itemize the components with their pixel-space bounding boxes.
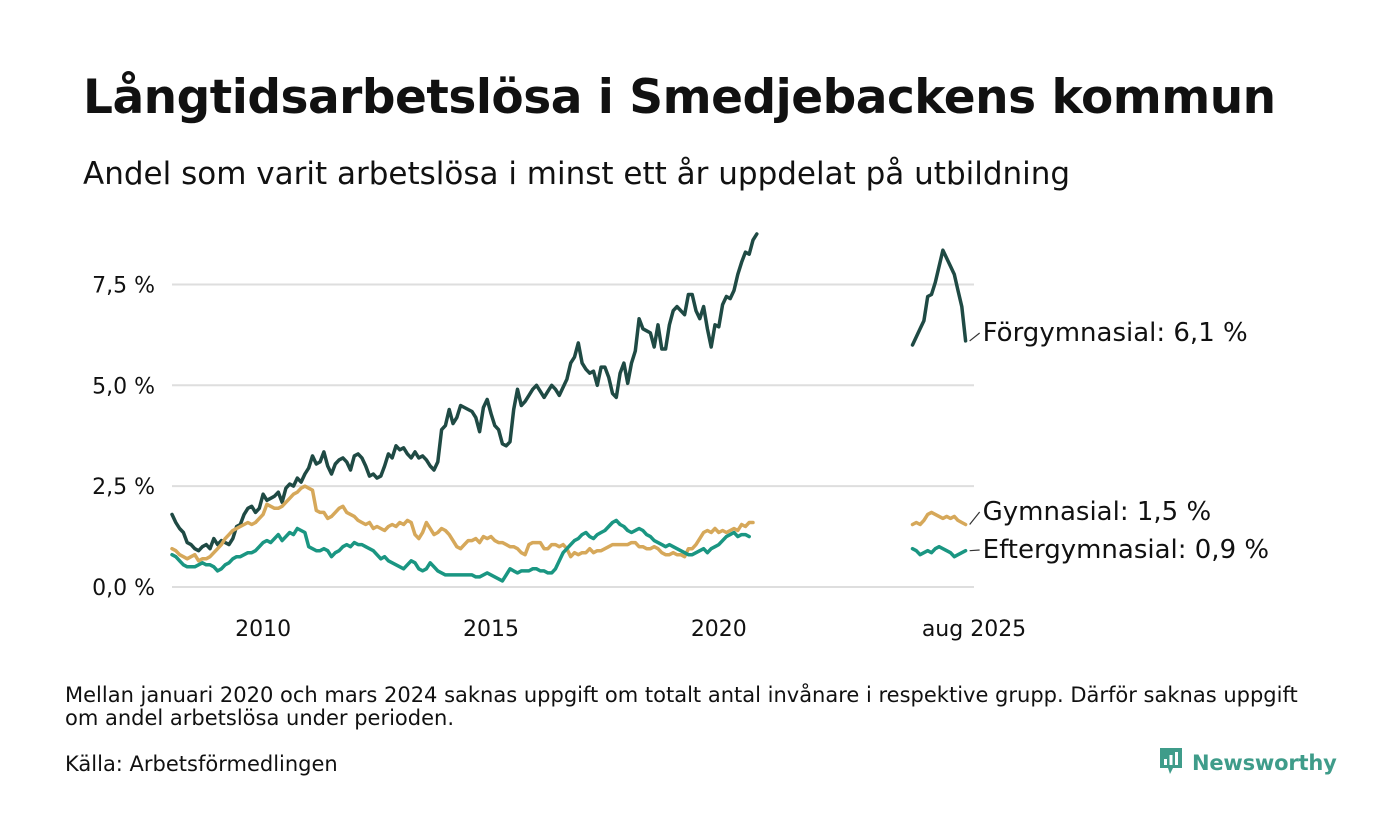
x-tick-label: 2020 bbox=[691, 617, 747, 642]
series-end-label: Eftergymnasial: 0,9 % bbox=[983, 535, 1269, 565]
x-tick-label: 2015 bbox=[463, 617, 519, 642]
series-end-label: Förgymnasial: 6,1 % bbox=[983, 318, 1248, 348]
label-connector bbox=[969, 511, 981, 525]
series-line bbox=[170, 484, 755, 563]
y-tick-label: 7,5 % bbox=[92, 273, 155, 298]
footnote: Mellan januari 2020 och mars 2024 saknas… bbox=[65, 683, 1298, 730]
x-tick-label: 2010 bbox=[235, 617, 291, 642]
series-line bbox=[170, 518, 751, 583]
gridlines bbox=[172, 283, 974, 588]
series-line bbox=[910, 544, 968, 559]
chart-subtitle: Andel som varit arbetslösa i minst ett å… bbox=[83, 156, 1071, 192]
brand-logo[interactable]: Newsworthy bbox=[1158, 746, 1337, 780]
y-tick-label: 5,0 % bbox=[92, 374, 155, 399]
series-line bbox=[910, 248, 968, 347]
x-axis-labels: 2010 2015 2020 aug 2025 bbox=[235, 617, 1026, 642]
series-line bbox=[910, 510, 968, 527]
chart-title: Långtidsarbetslösa i Smedjebackens kommu… bbox=[83, 70, 1276, 125]
series-lines bbox=[170, 232, 968, 583]
brand-name: Newsworthy bbox=[1192, 751, 1337, 775]
series-end-labels: Förgymnasial: 6,1 % Gymnasial: 1,5 % Efter… bbox=[969, 318, 1269, 565]
series-end-label: Gymnasial: 1,5 % bbox=[983, 497, 1212, 527]
y-tick-label: 2,5 % bbox=[92, 475, 155, 500]
label-connector bbox=[969, 332, 981, 342]
source-note: Källa: Arbetsförmedlingen bbox=[65, 752, 338, 776]
series-line bbox=[170, 232, 759, 553]
y-axis-labels: 0,0 % 2,5 % 5,0 % 7,5 % bbox=[92, 273, 155, 601]
y-tick-label: 0,0 % bbox=[92, 576, 155, 601]
x-tick-label: aug 2025 bbox=[922, 617, 1026, 642]
label-connector bbox=[969, 549, 980, 552]
newsworthy-logo-icon bbox=[1158, 746, 1184, 780]
line-chart: 0,0 % 2,5 % 5,0 % 7,5 % 2010 2015 2020 aug 202… bbox=[92, 232, 1269, 642]
